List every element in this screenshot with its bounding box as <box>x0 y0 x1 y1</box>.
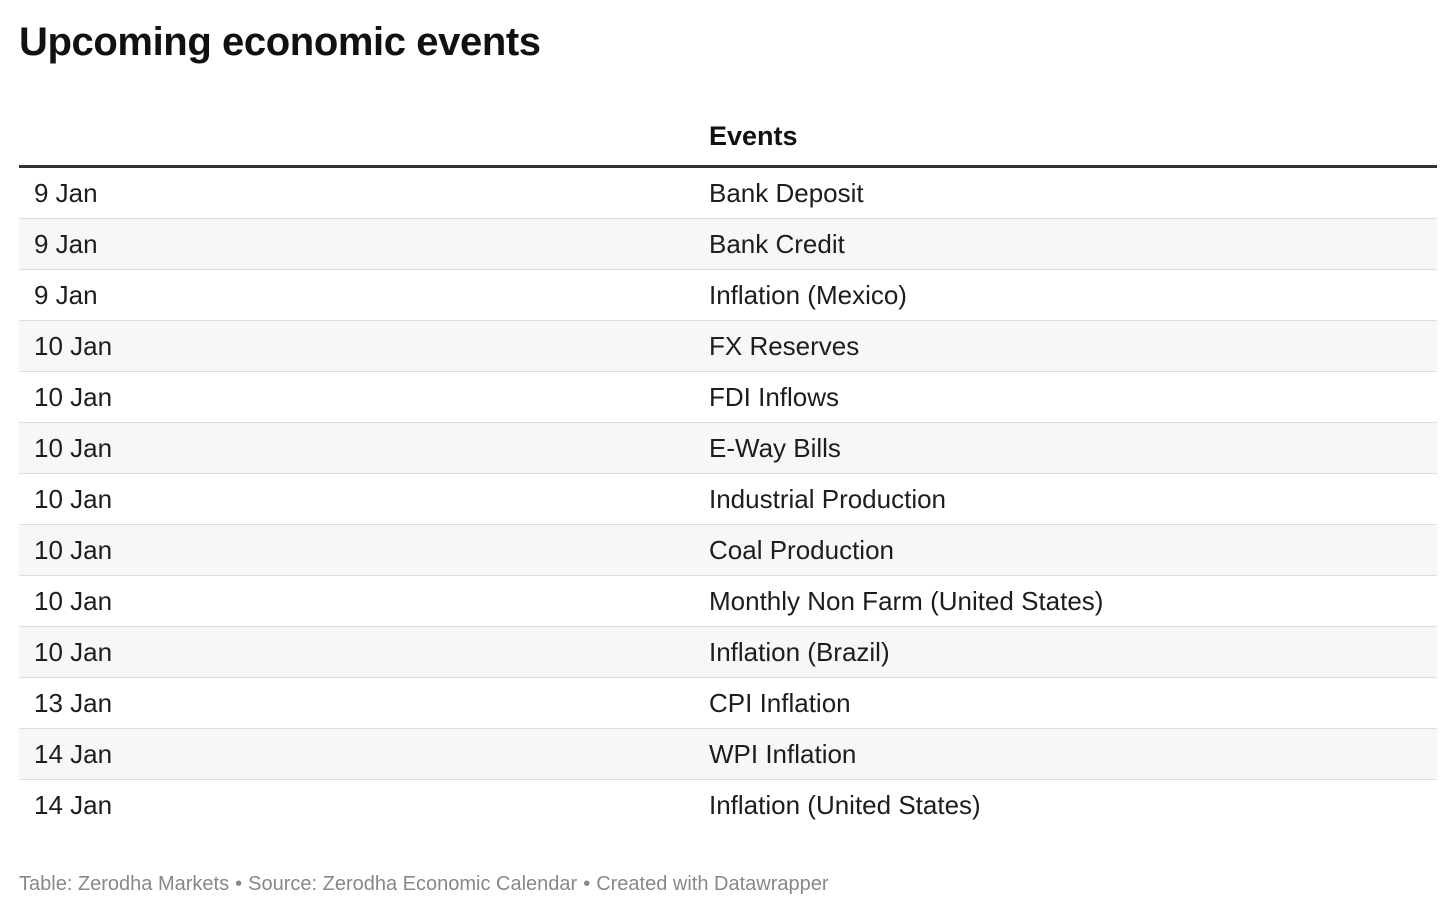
footer-created-with: Created with Datawrapper <box>596 873 829 895</box>
table-row: 10 Jan FX Reserves <box>19 321 1437 372</box>
table-row: 9 Jan Inflation (Mexico) <box>19 270 1437 321</box>
event-cell: Inflation (Mexico) <box>709 280 907 310</box>
date-cell: 10 Jan <box>34 586 113 616</box>
table-row: 14 Jan WPI Inflation <box>19 729 1437 780</box>
date-cell: 10 Jan <box>34 331 113 361</box>
event-cell: FX Reserves <box>709 331 860 361</box>
event-cell: Coal Production <box>709 535 894 565</box>
date-cell: 10 Jan <box>34 637 113 667</box>
table-row: 10 Jan Inflation (Brazil) <box>19 627 1437 678</box>
event-cell: CPI Inflation <box>709 688 851 718</box>
footer-source: Source: Zerodha Economic Calendar <box>248 873 578 895</box>
event-cell: Bank Deposit <box>709 178 864 208</box>
date-cell: 10 Jan <box>34 535 113 565</box>
date-cell: 9 Jan <box>34 280 98 310</box>
footer-table-credit: Table: Zerodha Markets <box>19 873 230 895</box>
table-header: Events <box>19 108 1437 168</box>
event-cell: WPI Inflation <box>709 739 857 769</box>
date-cell: 10 Jan <box>34 484 113 514</box>
table-row: 10 Jan Coal Production <box>19 525 1437 576</box>
date-cell: 10 Jan <box>34 382 113 412</box>
table-body: 9 Jan Bank Deposit 9 Jan Bank Credit 9 Jan In… <box>19 168 1437 831</box>
date-cell: 9 Jan <box>34 229 98 259</box>
event-cell: Monthly Non Farm (United States) <box>709 586 1104 616</box>
table-row: 13 Jan CPI Inflation <box>19 678 1437 729</box>
event-cell: Inflation (Brazil) <box>709 637 890 667</box>
event-cell: E-Way Bills <box>709 433 841 463</box>
date-cell: 14 Jan <box>34 739 113 769</box>
date-cell: 9 Jan <box>34 178 98 208</box>
table-footer: Table: Zerodha Markets • Source: Zerodha E… <box>19 870 829 898</box>
footer-separator: • <box>235 873 243 895</box>
table-row: 10 Jan Monthly Non Farm (United States) <box>19 576 1437 627</box>
page-title: Upcoming economic events <box>19 20 541 64</box>
date-cell: 13 Jan <box>34 688 113 718</box>
table-row: 10 Jan E-Way Bills <box>19 423 1437 474</box>
table-row: 9 Jan Bank Deposit <box>19 168 1437 219</box>
table-row: 14 Jan Inflation (United States) <box>19 780 1437 831</box>
table-row: 10 Jan FDI Inflows <box>19 372 1437 423</box>
event-cell: FDI Inflows <box>709 382 840 412</box>
event-cell: Bank Credit <box>709 229 845 259</box>
event-cell: Inflation (United States) <box>709 790 981 820</box>
table-row: 10 Jan Industrial Production <box>19 474 1437 525</box>
table-row: 9 Jan Bank Credit <box>19 219 1437 270</box>
date-cell: 10 Jan <box>34 433 113 463</box>
date-cell: 14 Jan <box>34 790 113 820</box>
event-cell: Industrial Production <box>709 484 947 514</box>
column-header-events: Events <box>709 121 798 151</box>
footer-separator: • <box>583 873 591 895</box>
events-table: Events 9 Jan Bank Deposit 9 Jan Bank Credit… <box>19 108 1437 831</box>
